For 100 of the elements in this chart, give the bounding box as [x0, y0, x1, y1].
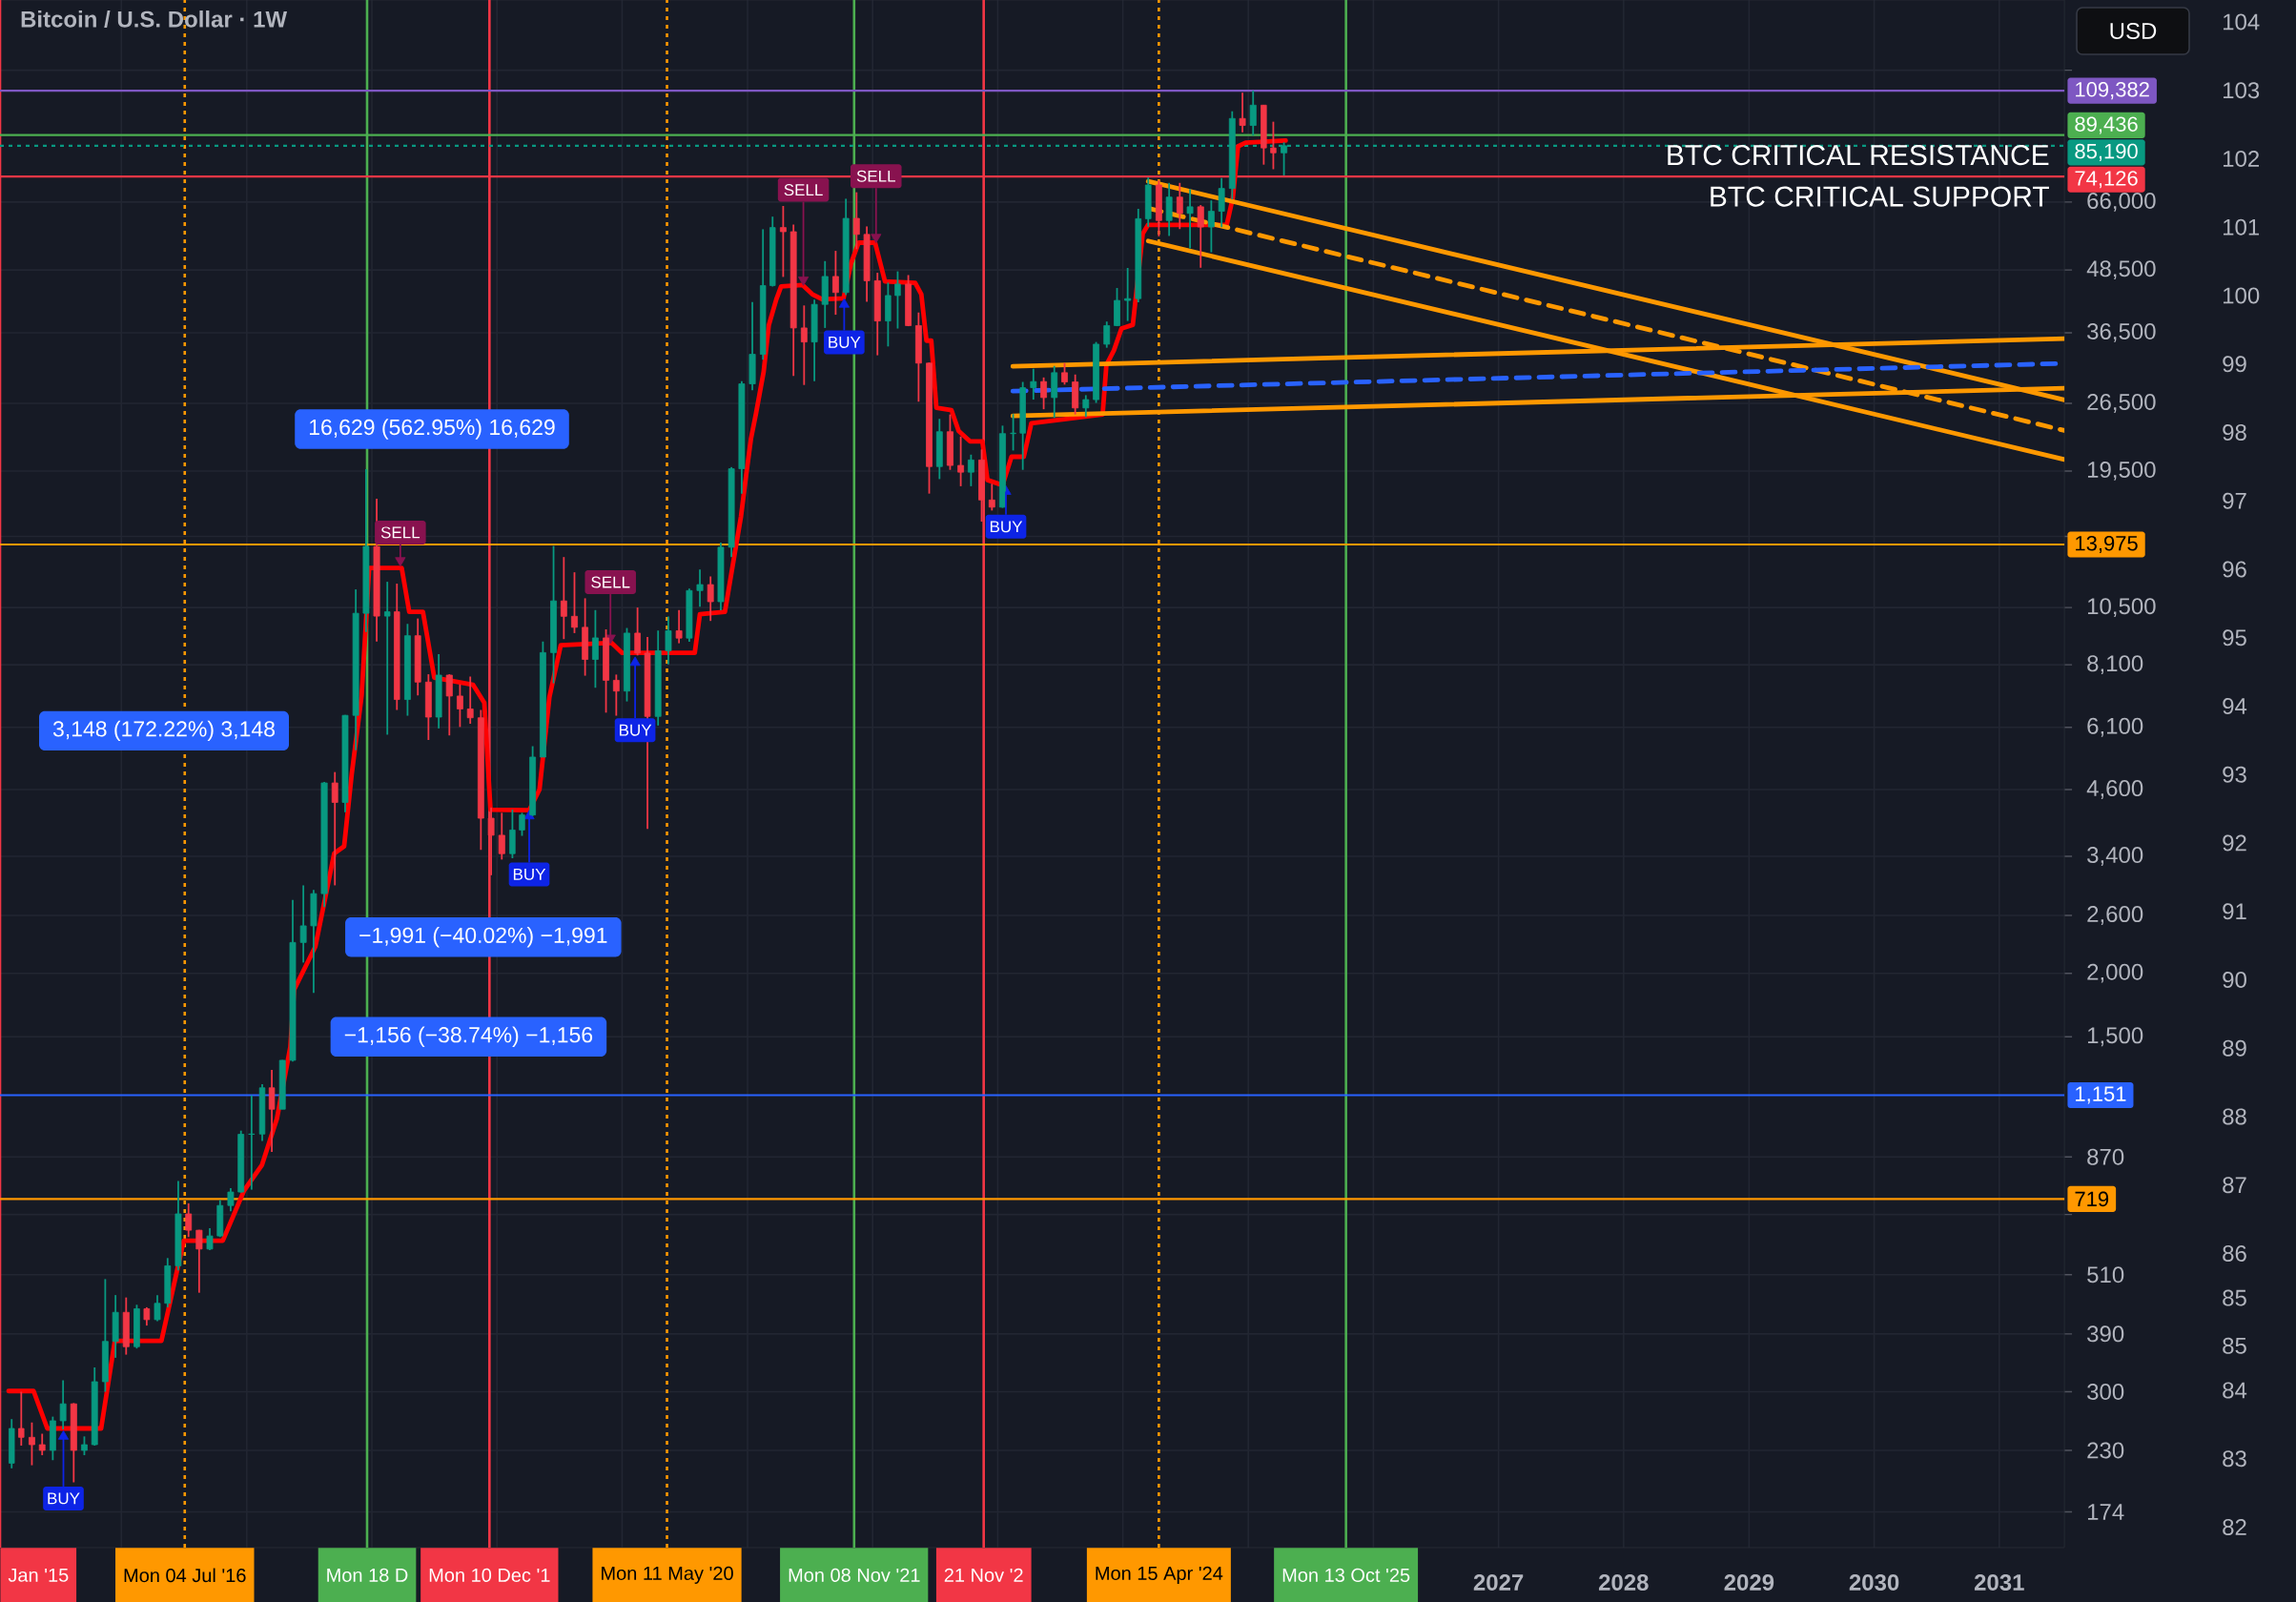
- y-tick-label: 300: [2087, 1384, 2124, 1400]
- candlestick: [143, 1306, 151, 1326]
- candlestick: [1270, 120, 1277, 171]
- y-tick-label: 19,500: [2087, 462, 2156, 481]
- candlestick: [1103, 320, 1111, 349]
- ref-line-label: Mon 11 May '20: [602, 1566, 733, 1584]
- y-axis-title: USD: [2110, 22, 2157, 39]
- ref-line-label: Mon 18 D: [327, 1568, 408, 1582]
- candlestick: [248, 1094, 256, 1191]
- point: [57, 1429, 70, 1440]
- candlestick: [894, 270, 901, 330]
- candlestick: [466, 675, 474, 725]
- y2-tick-label: 82: [2223, 1518, 2246, 1535]
- candlestick: [1082, 394, 1090, 419]
- y2-tick-label: 95: [2223, 629, 2246, 647]
- candlestick: [18, 1390, 25, 1447]
- point: [629, 656, 641, 667]
- ref-line-label: 719: [2075, 1191, 2109, 1207]
- annotation: −1,156 (−38.74%) −1,156: [344, 1026, 593, 1047]
- candlestick: [445, 673, 453, 737]
- candlestick: [852, 191, 860, 251]
- candlestick: [498, 811, 505, 861]
- annotation: 16,629 (562.95%) 16,629: [309, 419, 555, 440]
- y-tick-label: 6,100: [2087, 717, 2143, 737]
- candlestick: [299, 884, 307, 964]
- candlestick: [1176, 181, 1183, 231]
- candlestick: [519, 811, 525, 837]
- candlestick: [1249, 90, 1257, 137]
- candlestick: [831, 250, 839, 316]
- y-tick-label: 8,100: [2087, 655, 2143, 675]
- text: BUY: [513, 868, 546, 880]
- candlestick: [957, 435, 965, 487]
- ref-line-label: 89,436: [2075, 116, 2138, 134]
- candlestick: [206, 1227, 214, 1251]
- text: SELL: [591, 576, 630, 588]
- y2-tick-label: 96: [2223, 561, 2246, 578]
- chart-title: Bitcoin / U.S. Dollar · 1W: [21, 10, 288, 28]
- annotation: BTC CRITICAL SUPPORT: [1711, 186, 2049, 207]
- y2-tick-label: 102: [2224, 150, 2260, 167]
- text: SELL: [784, 184, 823, 196]
- y2-tick-label: 103: [2224, 82, 2260, 99]
- candlestick: [195, 1228, 203, 1294]
- y-tick-label: 10,500: [2087, 598, 2156, 618]
- text: BUY: [990, 521, 1023, 533]
- ref-line-label: 1,151: [2076, 1086, 2126, 1104]
- candlestick: [383, 581, 391, 736]
- annotation: 3,148 (172.22%) 3,148: [52, 720, 275, 742]
- y-tick-label: 174: [2087, 1504, 2124, 1520]
- x-tick-label: 2029: [1724, 1573, 1774, 1591]
- y-tick-label: 26,500: [2087, 394, 2156, 413]
- y2-tick-label: 92: [2223, 834, 2246, 852]
- candlestick: [1218, 176, 1225, 229]
- candlestick: [634, 606, 641, 657]
- y2-tick-label: 89: [2223, 1039, 2246, 1057]
- x-tick-label: 2027: [1473, 1573, 1524, 1591]
- candlestick: [1030, 367, 1037, 400]
- y2-tick-label: 90: [2223, 971, 2246, 988]
- ref-line-label: Mon 13 Oct '25: [1282, 1568, 1410, 1582]
- candlestick: [331, 770, 338, 887]
- y-tick-label: 4,600: [2086, 780, 2143, 799]
- candlestick: [560, 556, 567, 641]
- ref-line-label: Mon 04 Jul '16: [124, 1568, 246, 1583]
- x-tick-label: 2028: [1598, 1573, 1649, 1591]
- text: BUY: [620, 724, 652, 736]
- y-tick-label: 48,500: [2086, 260, 2156, 280]
- text: BUY: [48, 1492, 80, 1505]
- y-tick-label: 1,500: [2087, 1027, 2143, 1047]
- y-tick-label: 2,000: [2087, 963, 2143, 983]
- series-label: SELL: [380, 526, 420, 539]
- candlestick: [81, 1435, 88, 1456]
- y2-tick-label: 86: [2223, 1244, 2246, 1262]
- candlestick: [1061, 361, 1068, 386]
- candlestick: [185, 1202, 193, 1239]
- annotation: BTC CRITICAL RESISTANCE: [1668, 144, 2049, 166]
- y-tick-label: 510: [2087, 1266, 2124, 1284]
- candlestick: [38, 1432, 46, 1456]
- ref-line-label: Mon 10 Dec '1: [429, 1568, 550, 1582]
- y2-tick-label: 85: [2223, 1289, 2246, 1306]
- y2-tick-label: 84: [2223, 1382, 2247, 1399]
- candlestick: [29, 1421, 35, 1467]
- point: [798, 277, 810, 286]
- x-tick-label: 2030: [1849, 1573, 1899, 1591]
- candlestick: [779, 205, 787, 278]
- ref-line-label: Jan '15: [8, 1568, 69, 1582]
- ref-line-label: Mon 08 Nov '21: [789, 1568, 920, 1582]
- candlestick: [988, 483, 995, 512]
- y2-tick-label: 91: [2223, 903, 2246, 920]
- y2-tick-label: 88: [2223, 1108, 2246, 1125]
- y2-tick-label: 98: [2223, 423, 2246, 441]
- candlestick: [1197, 204, 1204, 269]
- y-tick-label: 3,400: [2087, 847, 2143, 866]
- point: [871, 234, 882, 244]
- candlestick: [59, 1379, 67, 1430]
- candlestick: [268, 1069, 276, 1153]
- ref-line-label: 85,190: [2075, 143, 2138, 161]
- candlestick: [800, 304, 808, 386]
- y-tick-label: 870: [2087, 1148, 2124, 1165]
- y2-tick-label: 99: [2223, 356, 2246, 373]
- y2-tick-label: 104: [2224, 13, 2260, 31]
- y-tick-label: 36,500: [2087, 323, 2156, 342]
